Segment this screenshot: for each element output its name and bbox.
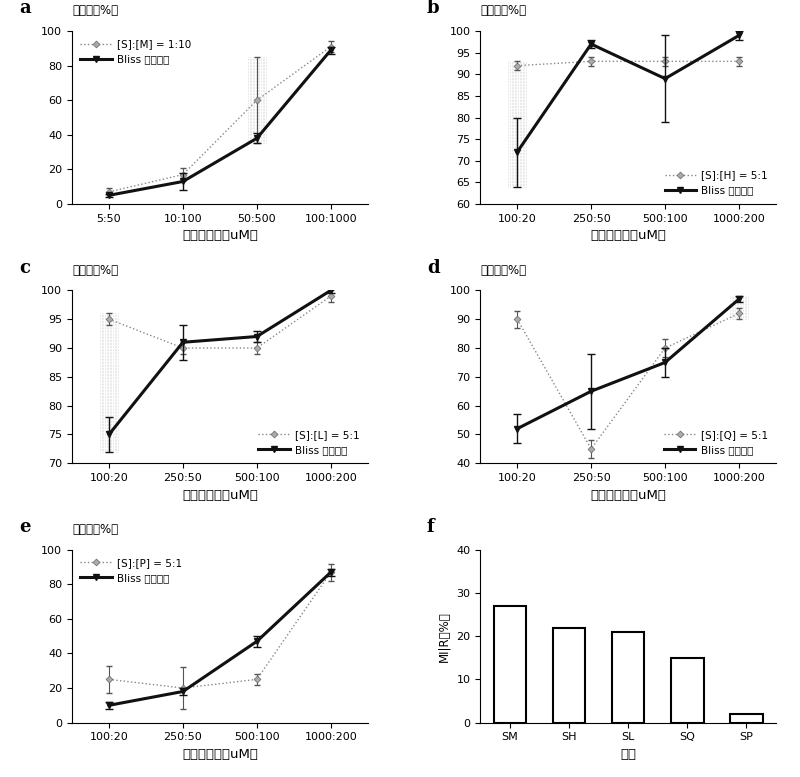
[S]:[Q] = 5:1 xyxy=(586,444,596,454)
[S]:[L] = 5:1 xyxy=(104,315,114,324)
Bliss 加和效果 xyxy=(326,45,336,54)
Line: Bliss 加和效果: Bliss 加和效果 xyxy=(106,569,334,709)
Bliss 加和效果 xyxy=(104,701,114,710)
Bliss 加和效果 xyxy=(512,148,522,157)
Bliss 加和效果 xyxy=(104,190,114,200)
Bliss 加和效果 xyxy=(586,40,596,49)
[S]:[H] = 5:1 xyxy=(586,57,596,66)
[S]:[M] = 1:10 xyxy=(178,170,188,179)
Line: Bliss 加和效果: Bliss 加和效果 xyxy=(106,47,334,199)
[S]:[P] = 5:1 xyxy=(178,684,188,693)
Line: [S]:[H] = 5:1: [S]:[H] = 5:1 xyxy=(514,59,742,68)
Text: 抑制率（%）: 抑制率（%） xyxy=(480,263,526,277)
Y-axis label: MI|R（%）: MI|R（%） xyxy=(438,611,450,661)
Text: 抑制率（%）: 抑制率（%） xyxy=(72,4,118,17)
[S]:[P] = 5:1 xyxy=(104,674,114,684)
Text: d: d xyxy=(427,259,439,277)
[S]:[L] = 5:1 xyxy=(252,343,262,353)
Legend: [S]:[L] = 5:1, Bliss 加和效果: [S]:[L] = 5:1, Bliss 加和效果 xyxy=(255,427,362,458)
Bliss 加和效果 xyxy=(586,387,596,396)
[S]:[H] = 5:1 xyxy=(660,57,670,66)
Bar xyxy=(730,714,762,723)
[S]:[L] = 5:1 xyxy=(326,291,336,301)
[S]:[Q] = 5:1 xyxy=(734,308,744,318)
Text: c: c xyxy=(18,259,30,277)
Line: [S]:[L] = 5:1: [S]:[L] = 5:1 xyxy=(106,294,334,350)
X-axis label: 剂量和比率（uM）: 剂量和比率（uM） xyxy=(590,489,666,502)
Bar xyxy=(494,606,526,723)
Bar xyxy=(671,658,703,723)
Bliss 加和效果 xyxy=(660,74,670,83)
Line: [S]:[Q] = 5:1: [S]:[Q] = 5:1 xyxy=(514,311,742,451)
Line: Bliss 加和效果: Bliss 加和效果 xyxy=(514,295,742,432)
[S]:[Q] = 5:1 xyxy=(660,343,670,353)
[S]:[P] = 5:1 xyxy=(252,674,262,684)
Line: Bliss 加和效果: Bliss 加和效果 xyxy=(514,32,742,155)
Bliss 加和效果 xyxy=(178,177,188,186)
[S]:[M] = 1:10 xyxy=(326,42,336,51)
Bliss 加和效果 xyxy=(252,636,262,646)
Bliss 加和效果 xyxy=(104,430,114,439)
Bar xyxy=(553,628,586,723)
Text: f: f xyxy=(427,518,434,536)
[S]:[M] = 1:10 xyxy=(252,96,262,105)
Line: Bliss 加和效果: Bliss 加和效果 xyxy=(106,287,334,438)
Bliss 加和效果 xyxy=(326,567,336,577)
Bliss 加和效果 xyxy=(252,332,262,341)
Bliss 加和效果 xyxy=(734,294,744,304)
Text: e: e xyxy=(18,518,30,536)
[S]:[L] = 5:1 xyxy=(178,343,188,353)
Text: b: b xyxy=(427,0,439,17)
X-axis label: 剂量和比率（uM）: 剂量和比率（uM） xyxy=(182,229,258,242)
Text: 抑制率（%）: 抑制率（%） xyxy=(72,523,118,536)
Bliss 加和效果 xyxy=(178,338,188,347)
[S]:[H] = 5:1 xyxy=(512,61,522,71)
Bliss 加和效果 xyxy=(252,134,262,143)
Text: a: a xyxy=(18,0,30,17)
Legend: [S]:[P] = 5:1, Bliss 加和效果: [S]:[P] = 5:1, Bliss 加和效果 xyxy=(78,555,185,587)
Bliss 加和效果 xyxy=(512,424,522,434)
Legend: [S]:[M] = 1:10, Bliss 加和效果: [S]:[M] = 1:10, Bliss 加和效果 xyxy=(78,37,194,68)
Text: 抑制率（%）: 抑制率（%） xyxy=(480,4,526,17)
Line: [S]:[M] = 1:10: [S]:[M] = 1:10 xyxy=(106,44,334,194)
X-axis label: 药对: 药对 xyxy=(620,748,636,761)
[S]:[M] = 1:10 xyxy=(104,187,114,197)
Bar xyxy=(612,632,644,723)
Bliss 加和效果 xyxy=(326,286,336,295)
Bliss 加和效果 xyxy=(734,31,744,40)
Legend: [S]:[Q] = 5:1, Bliss 加和效果: [S]:[Q] = 5:1, Bliss 加和效果 xyxy=(661,427,770,458)
[S]:[H] = 5:1 xyxy=(734,57,744,66)
Text: 抑制率（%）: 抑制率（%） xyxy=(72,263,118,277)
[S]:[Q] = 5:1 xyxy=(512,315,522,324)
Line: [S]:[P] = 5:1: [S]:[P] = 5:1 xyxy=(106,570,334,691)
[S]:[P] = 5:1 xyxy=(326,567,336,577)
Legend: [S]:[H] = 5:1, Bliss 加和效果: [S]:[H] = 5:1, Bliss 加和效果 xyxy=(662,167,770,199)
X-axis label: 剂量和比率（uM）: 剂量和比率（uM） xyxy=(590,229,666,242)
X-axis label: 剂量和比率（uM）: 剂量和比率（uM） xyxy=(182,489,258,502)
X-axis label: 剂量和比率（uM）: 剂量和比率（uM） xyxy=(182,748,258,761)
Bliss 加和效果 xyxy=(660,357,670,367)
Bliss 加和效果 xyxy=(178,687,188,696)
